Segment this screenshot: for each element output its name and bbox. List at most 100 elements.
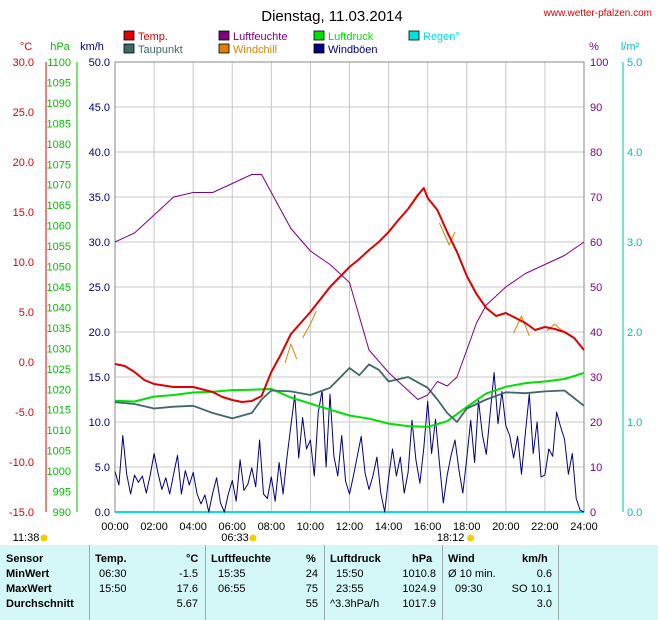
legend-item: Regen°: [408, 30, 460, 43]
pct-tick-label: 30: [590, 372, 602, 384]
pct-tick-label: 50: [590, 282, 602, 294]
row-label: Durchschnitt: [6, 598, 74, 610]
rain-tick-label: 2.0: [627, 327, 642, 339]
wind-tick-label: 10.0: [89, 417, 110, 429]
temp-time: 06:30: [99, 568, 127, 580]
pressure-tick-label: 1070: [47, 180, 71, 192]
statistics-table: Sensor Temp. °C Luftfeuchte % Luftdruck …: [0, 545, 658, 620]
pressure-tick-label: 1030: [47, 343, 71, 355]
wind-tick-label: 25.0: [89, 282, 110, 294]
wind-tick-label: 15.0: [89, 372, 110, 384]
column-divider: [205, 545, 206, 620]
legend-item: Luftfeuchte: [218, 30, 287, 43]
pressure-time: ^3.3hPa/h: [330, 598, 380, 610]
x-tick-label: 20:00: [492, 521, 520, 533]
wind-value: 3.0: [536, 598, 552, 610]
pressure-tick-label: 1080: [47, 139, 71, 151]
wind-tick-label: 40.0: [89, 147, 110, 159]
humidity-value: 55: [305, 598, 318, 610]
moonset-time: 11:38: [13, 532, 40, 544]
series-layer: [114, 174, 585, 513]
wind-tick-label: 0.0: [95, 507, 110, 519]
pct-tick-label: 80: [590, 147, 602, 159]
series-pressure-line: [114, 371, 585, 428]
x-tick-label: 10:00: [297, 521, 325, 533]
stats-row-average: Durchschnitt 5.67 55 ^3.3hPa/h 1017.9 3.…: [0, 598, 658, 613]
legend-swatch: [123, 30, 135, 41]
pressure-value: 1024.9: [402, 583, 436, 595]
tick-labels: 30.0 25.0 20.0 15.0 10.0 5.0 0.0 -5.0 -10.0 -15.0…: [9, 57, 642, 533]
legend-swatch: [408, 30, 420, 41]
legend-label: Temp.: [138, 31, 168, 43]
wind-time: Ø 10 min.: [448, 568, 496, 580]
pressure-tick-label: 1015: [47, 405, 71, 417]
legend-label: Windchill: [233, 44, 277, 56]
legend-label: Windböen: [328, 44, 378, 56]
sun-times: 11:38 06:33 18:12: [13, 532, 475, 544]
wind-value: 0.6: [536, 568, 552, 580]
pressure-tick-label: 1065: [47, 200, 71, 212]
temp-tick-label: 30.0: [13, 57, 34, 69]
legend-swatch: [313, 43, 325, 54]
temp-value: -1.5: [179, 568, 198, 580]
pct-tick-label: 70: [590, 192, 602, 204]
header-pressure-unit: hPa: [412, 553, 433, 565]
pressure-tick-label: 1040: [47, 302, 71, 314]
pressure-tick-label: 1075: [47, 159, 71, 171]
row-label: MaxWert: [6, 583, 52, 595]
series-dew-line: [114, 363, 585, 423]
pressure-value: 1010.8: [402, 568, 436, 580]
wind-value: SO 10.1: [511, 583, 552, 595]
temp-tick-label: -10.0: [9, 457, 34, 469]
legend-item: Windchill: [218, 43, 277, 56]
pct-tick-label: 60: [590, 237, 602, 249]
header-wind: Wind: [448, 553, 475, 565]
legend-label: Regen°: [423, 31, 460, 43]
pressure-tick-label: 1060: [47, 221, 71, 233]
unit-rain: l/m²: [621, 41, 640, 53]
pct-tick-label: 100: [590, 57, 608, 69]
x-tick-label: 00:00: [101, 521, 129, 533]
header-wind-unit: km/h: [522, 553, 548, 565]
x-tick-label: 12:00: [336, 521, 364, 533]
unit-temp: °C: [20, 41, 32, 53]
series-windgust-line: [114, 372, 585, 513]
header-temp: Temp.: [95, 553, 127, 565]
column-divider: [324, 545, 325, 620]
temp-time: 15:50: [99, 583, 127, 595]
temp-tick-label: 25.0: [13, 107, 34, 119]
pct-tick-label: 0: [590, 507, 596, 519]
x-tick-label: 02:00: [140, 521, 168, 533]
website-link[interactable]: www.wetter-pfalzen.com: [543, 8, 652, 19]
pct-tick-label: 10: [590, 462, 602, 474]
wind-tick-label: 45.0: [89, 102, 110, 114]
pressure-tick-label: 1010: [47, 425, 71, 437]
header-humidity: Luftfeuchte: [211, 553, 271, 565]
legend-label: Luftdruck: [328, 31, 374, 43]
sunset-time: 18:12: [437, 532, 465, 544]
pct-tick-label: 90: [590, 102, 602, 114]
x-tick-label: 24:00: [570, 521, 598, 533]
humidity-time: 15:35: [218, 568, 246, 580]
x-tick-label: 08:00: [258, 521, 286, 533]
wind-tick-label: 5.0: [95, 462, 110, 474]
rain-tick-label: 5.0: [627, 57, 642, 69]
header-sensor: Sensor: [6, 553, 44, 565]
unit-pressure: hPa: [50, 41, 70, 53]
header-temp-unit: °C: [186, 553, 199, 565]
humidity-time: 06:55: [218, 583, 246, 595]
stats-row-max: MaxWert 15:50 17.6 06:55 75 23:55 1024.9…: [0, 583, 658, 598]
chart-title: Dienstag, 11.03.2014: [261, 8, 403, 25]
sunrise-icon: [249, 534, 257, 542]
wind-tick-label: 30.0: [89, 237, 110, 249]
x-tick-label: 22:00: [531, 521, 559, 533]
temp-value: 17.6: [176, 583, 198, 595]
wind-tick-label: 35.0: [89, 192, 110, 204]
column-divider: [89, 545, 90, 620]
temp-tick-label: 0.0: [19, 357, 34, 369]
pressure-tick-label: 1050: [47, 262, 71, 274]
legend-label: Taupunkt: [138, 44, 183, 56]
legend-item: Windböen: [313, 43, 378, 56]
moon-icon: [40, 534, 48, 542]
